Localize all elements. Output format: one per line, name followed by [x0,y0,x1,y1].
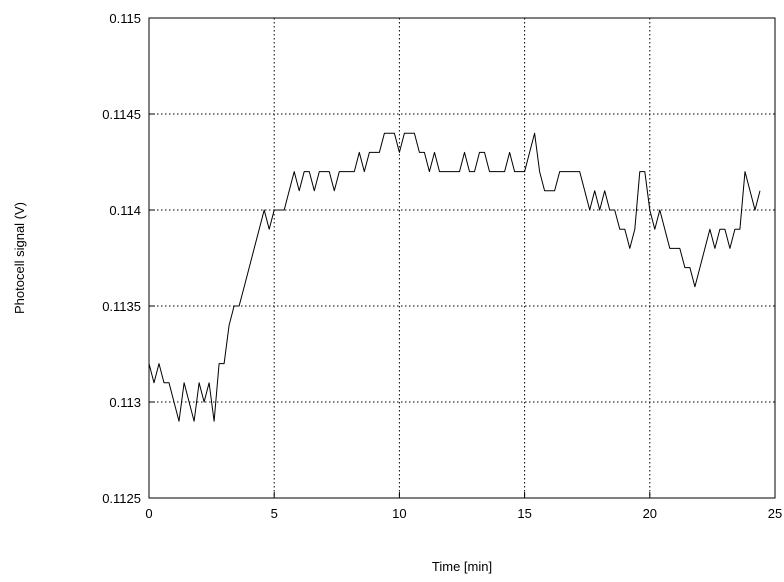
x-tick-label: 15 [517,506,531,521]
axis-ticks: 0 5 10 15 20 25 0.1125 0.113 0.1135 0.114 0.1145 0.… [102,11,782,521]
y-tick-label: 0.114 [109,203,141,218]
series-line [148,132,761,422]
grid-lines [149,18,775,498]
x-tick-label: 10 [392,506,406,521]
series-layer [148,132,761,422]
x-tick-label: 5 [271,506,278,521]
x-tick-label: 0 [145,506,152,521]
y-tick-label: 0.113 [109,395,141,410]
y-tick-label: 0.1145 [102,107,141,122]
y-axis-label: Photocell signal (V) [12,202,27,314]
plot-frame [148,17,776,499]
y-tick-label: 0.115 [109,11,141,26]
x-tick-label: 20 [643,506,657,521]
x-tick-label: 25 [768,506,782,521]
y-tick-label: 0.1125 [102,491,141,506]
y-tick-label: 0.1135 [102,299,141,314]
x-axis-label: Time [min] [432,559,492,574]
